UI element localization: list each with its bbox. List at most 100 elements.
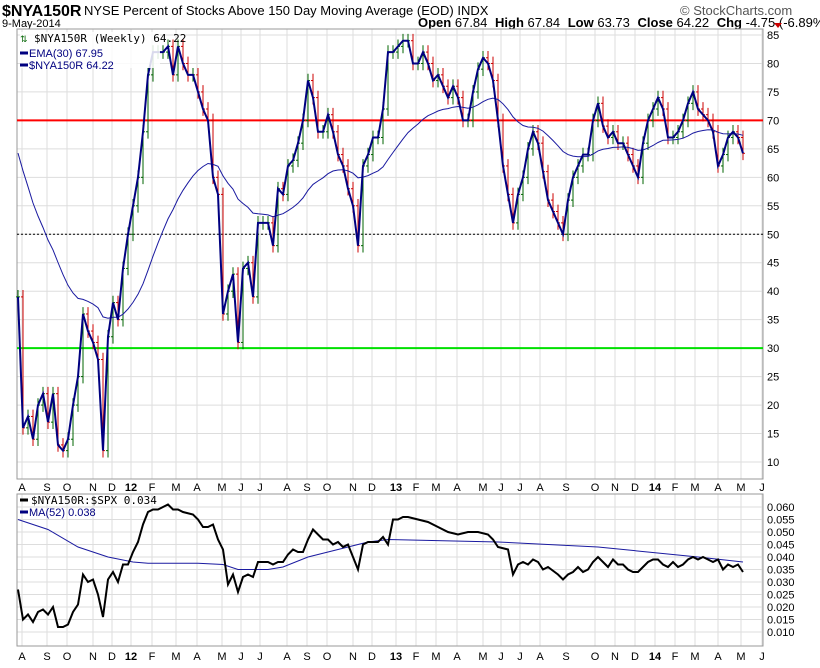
x-tick-label: M (431, 651, 440, 663)
down-arrow-icon (774, 23, 782, 28)
y-tick-label: 0.060 (767, 502, 795, 514)
x-tick-label: D (368, 651, 376, 663)
x-tick-label: A (283, 651, 291, 663)
x-tick-label: A (193, 651, 201, 663)
x-tick-label: J (759, 482, 765, 494)
chart-date: 9-May-2014 (2, 18, 61, 30)
y-tick-label: 0.055 (767, 515, 795, 527)
y-tick-label: 50 (767, 229, 779, 241)
ohlc-bars-icon: ⇅ (20, 34, 28, 44)
x-tick-label: F (413, 651, 420, 663)
x-tick-label: D (631, 651, 639, 663)
x-tick-label: F (672, 482, 679, 494)
ma52-line (17, 519, 744, 570)
x-tick-label: F (149, 482, 156, 494)
y-tick-label: 35 (767, 315, 779, 327)
y-tick-label: 15 (767, 429, 779, 441)
x-tick-label: 12 (125, 651, 137, 663)
y-tick-label: 0.015 (767, 615, 795, 627)
x-tick-label: D (108, 651, 116, 663)
price-line (17, 39, 744, 453)
x-tick-label: A (714, 482, 722, 494)
x-tick-label: F (672, 651, 679, 663)
main-panel (16, 28, 764, 480)
symbol: $NYA150R (2, 3, 82, 20)
x-tick-label: A (283, 482, 291, 494)
y-tick-label: 65 (767, 144, 779, 156)
y-tick-label: 0.030 (767, 577, 795, 589)
y-tick-label: 25 (767, 372, 779, 384)
x-tick-label: 13 (390, 651, 402, 663)
x-tick-label: 12 (125, 482, 137, 494)
x-tick-label: D (108, 482, 116, 494)
y-tick-label: 80 (767, 58, 779, 70)
y-tick-label: 0.020 (767, 602, 795, 614)
x-tick-label: A (536, 482, 544, 494)
x-tick-label: A (18, 482, 26, 494)
x-tick-label: J (517, 651, 523, 663)
x-tick-label: 14 (649, 482, 662, 494)
y-tick-label: 0.040 (767, 552, 795, 564)
x-tick-label: J (498, 482, 504, 494)
x-tick-label: M (478, 482, 487, 494)
x-tick-label: S (562, 651, 569, 663)
x-tick-label: S (303, 651, 310, 663)
x-tick-label: A (193, 482, 201, 494)
chart-title: NYSE Percent of Stocks Above 150 Day Mov… (84, 3, 489, 18)
x-tick-label: 14 (649, 651, 662, 663)
y-tick-label: 30 (767, 343, 779, 355)
x-tick-label: M (217, 651, 226, 663)
x-tick-label: O (591, 651, 600, 663)
y-tick-label: 0.045 (767, 540, 795, 552)
x-tick-label: J (759, 651, 765, 663)
x-tick-label: O (591, 482, 600, 494)
main-legend-bg (20, 32, 160, 68)
x-tick-label: A (453, 482, 461, 494)
x-tick-label: J (517, 482, 523, 494)
x-tick-label: J (257, 482, 263, 494)
lower-panel (16, 493, 764, 647)
ratio-line (17, 503, 744, 628)
y-tick-label: 45 (767, 258, 779, 270)
x-tick-label: M (171, 651, 180, 663)
x-tick-label: D (368, 482, 376, 494)
x-tick-label: M (690, 651, 699, 663)
y-tick-label: 0.010 (767, 627, 795, 639)
x-tick-label: O (63, 651, 72, 663)
x-tick-label: S (43, 651, 50, 663)
x-tick-label: O (63, 482, 72, 494)
x-tick-label: D (631, 482, 639, 494)
legend-ema: EMA(30) 67.95 (29, 48, 103, 60)
legend-line: $NYA150R 64.22 (29, 60, 114, 72)
x-tick-label: J (238, 651, 244, 663)
y-tick-label: 20 (767, 400, 779, 412)
x-tick-label: A (453, 651, 461, 663)
main-grid (17, 29, 763, 479)
x-tick-label: S (43, 482, 50, 494)
x-tick-label: M (736, 482, 745, 494)
x-tick-label: M (431, 482, 440, 494)
legend-price: $NYA150R (Weekly) 64.22 (34, 32, 186, 45)
x-tick-label: S (562, 482, 569, 494)
y-tick-label: 60 (767, 172, 779, 184)
y-tick-label: 0.035 (767, 565, 795, 577)
y-tick-label: 70 (767, 115, 779, 127)
x-tick-label: A (536, 651, 544, 663)
legend-ma: MA(52) 0.038 (29, 507, 96, 519)
y-tick-label: 0.025 (767, 590, 795, 602)
x-tick-label: A (18, 651, 26, 663)
x-tick-label: M (217, 482, 226, 494)
x-tick-label: F (149, 651, 156, 663)
x-tick-label: N (89, 651, 97, 663)
ema-line (17, 97, 744, 319)
y-tick-label: 85 (767, 30, 779, 42)
y-tick-label: 0.050 (767, 527, 795, 539)
x-tick-label: M (478, 651, 487, 663)
x-tick-label: M (736, 651, 745, 663)
x-tick-label: M (171, 482, 180, 494)
x-tick-label: J (498, 651, 504, 663)
y-tick-label: 40 (767, 286, 779, 298)
y-tick-label: 55 (767, 201, 779, 213)
x-tick-label: S (303, 482, 310, 494)
